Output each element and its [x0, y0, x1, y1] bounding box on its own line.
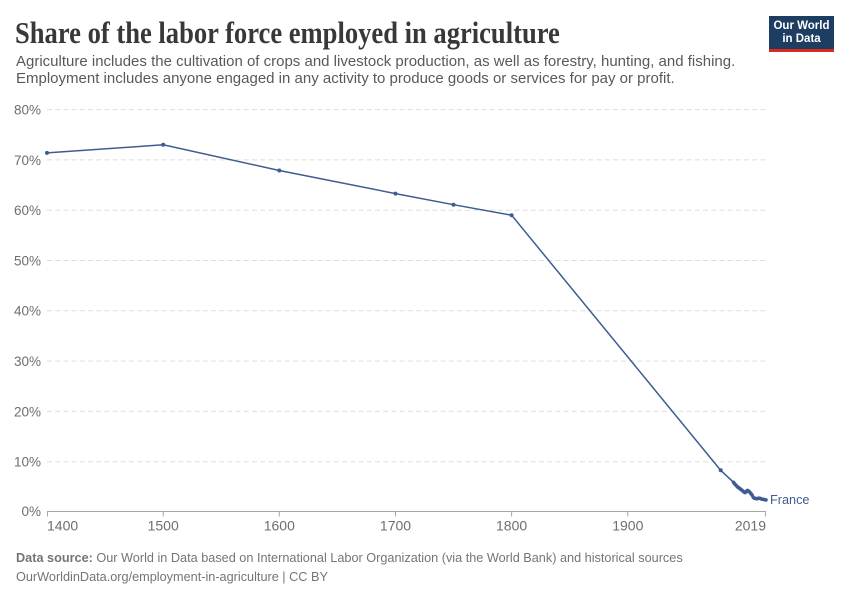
svg-text:20%: 20% [14, 404, 41, 419]
svg-text:1600: 1600 [264, 518, 295, 534]
svg-text:France: France [770, 493, 810, 507]
svg-text:50%: 50% [14, 253, 41, 268]
svg-text:0%: 0% [21, 504, 41, 519]
svg-text:10%: 10% [14, 455, 41, 470]
svg-text:1900: 1900 [612, 518, 643, 534]
svg-text:1700: 1700 [380, 518, 411, 534]
svg-text:1400: 1400 [47, 518, 78, 534]
svg-text:1500: 1500 [148, 518, 179, 534]
svg-text:1800: 1800 [496, 518, 527, 534]
svg-text:40%: 40% [14, 304, 41, 319]
svg-text:2019: 2019 [735, 518, 766, 534]
svg-text:70%: 70% [14, 153, 41, 168]
svg-text:80%: 80% [14, 103, 41, 118]
svg-text:60%: 60% [14, 203, 41, 218]
svg-text:30%: 30% [14, 354, 41, 369]
